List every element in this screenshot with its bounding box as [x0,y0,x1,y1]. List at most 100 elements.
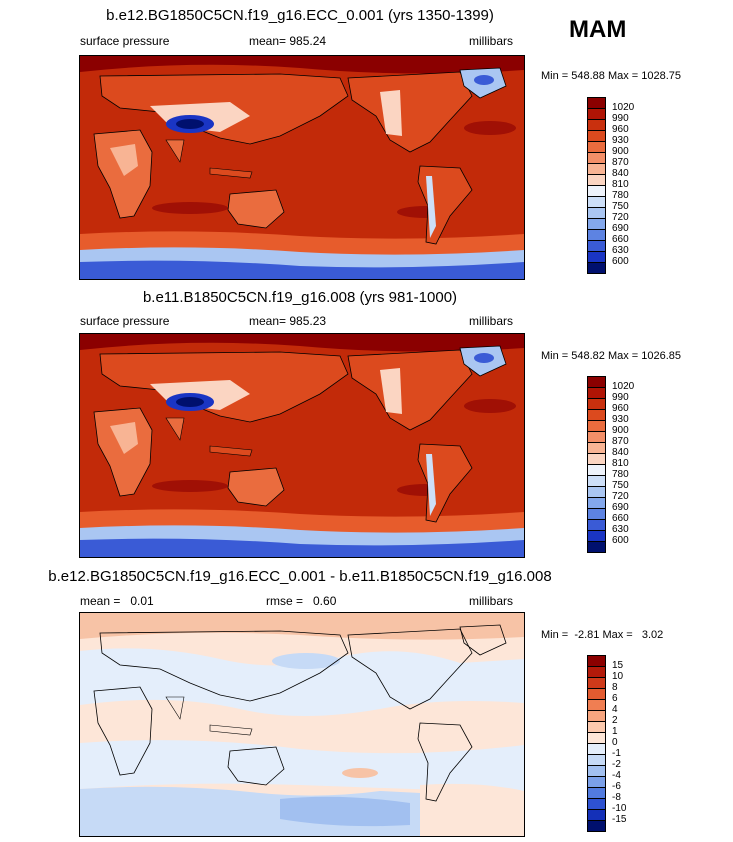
colorbar-label: 1020 [612,102,635,113]
south-america-coast [417,722,473,802]
colorbar-label: 930 [612,414,629,425]
panel-1-minmax: Min = 548.88 Max = 1028.75 [541,70,682,82]
indonesia-land [209,445,253,457]
panel-3-minmax: Min = -2.81 Max = 3.02 [541,629,664,641]
colorbar-label: 630 [612,524,629,535]
panel-3-map [79,612,525,837]
colorbar-label: 960 [612,124,629,135]
colorbar-label: 810 [612,458,629,469]
arctic-positive [80,613,524,640]
colorbar-label: 1 [612,726,618,737]
greenland-coast [459,624,507,656]
colorbar-label: 660 [612,234,629,245]
panel-1-units-label: millibars [469,34,514,48]
australia-land [227,467,285,507]
indonesia-coast [209,724,253,736]
rocky-mountains [380,90,402,136]
panel-2-variable-label: surface pressure [80,314,170,328]
colorbar-label: 1020 [612,381,635,392]
africa-plateau [110,144,138,176]
colorbar-label: 780 [612,190,629,201]
andes [426,454,436,516]
antarctica-high [80,260,524,279]
south-pacific-positive [342,768,378,778]
colorbar-label: 8 [612,682,618,693]
colorbar-label: -15 [612,814,627,825]
arctic-high [80,334,524,352]
colorbar-label: 990 [612,113,629,124]
colorbar-label: 870 [612,436,629,447]
africa-coast [93,686,153,776]
colorbar-label: 4 [612,704,618,715]
colorbar-label: 990 [612,392,629,403]
andes [426,176,436,238]
subtropical-high-2 [464,399,516,413]
southern-negative-band [80,740,524,793]
arctic-high [80,56,524,74]
colorbar-label: -2 [612,759,621,770]
atlantic-sector [420,783,524,836]
colorbar-label: 840 [612,447,629,458]
australia-coast [227,746,285,786]
colorbar-label: 900 [612,146,629,157]
panel-2-map-svg [80,334,524,557]
greenland-core [474,353,494,363]
colorbar-label: 6 [612,693,618,704]
colorbar-label: 630 [612,245,629,256]
colorbar-label: 0 [612,737,618,748]
colorbar-label: -8 [612,792,621,803]
colorbar-label: 660 [612,513,629,524]
panel-3-title: b.e12.BG1850C5CN.f19_g16.ECC_0.001 - b.e… [48,568,552,585]
colorbar-label: 600 [612,256,629,267]
north-america-coast [347,628,473,710]
colorbar-label: 720 [612,491,629,502]
rocky-mountains [380,368,402,414]
colorbar-label: 690 [612,223,629,234]
colorbar-label: -10 [612,803,627,814]
eurasia-coast [99,630,349,702]
subtropical-high-2 [464,121,516,135]
colorbar-label: 2 [612,715,618,726]
colorbar-swatch [587,541,606,553]
colorbar-swatch [587,262,606,274]
colorbar-label: 15 [612,660,624,671]
colorbar-label: 900 [612,425,629,436]
panel-2-colorbar: 1020 990 960 930 900 870 840 810 780 750 720 690 660… [587,376,647,554]
australia-land [227,189,285,229]
antarctica-high [80,538,524,557]
antarctic-negative-core [280,796,410,827]
subtropical-high-1 [152,480,228,492]
colorbar-label: 10 [612,671,624,682]
colorbar-label: 750 [612,480,629,491]
panel-2-units-label: millibars [469,314,514,328]
panel-1-mean-label: mean= 985.24 [249,34,327,48]
colorbar-label: -1 [612,748,621,759]
colorbar-label: 780 [612,469,629,480]
panel-1-variable-label: surface pressure [80,34,170,48]
panel-2-map [79,333,525,558]
panel-3-colorbar: 15 10 8 6 4 2 1 0 -1 -2 -4 -6 -8 -10 -15 [587,655,647,833]
panel-3-units-label: millibars [469,594,514,608]
pacific-negative-patch [272,653,340,669]
colorbar-label: 600 [612,535,629,546]
colorbar-label: 870 [612,157,629,168]
colorbar-label: -6 [612,781,621,792]
colorbar-label: 720 [612,212,629,223]
panel-3-mean-label: mean = 0.01 [80,594,154,608]
panel-2-minmax: Min = 548.82 Max = 1026.85 [541,350,682,362]
colorbar-label: 840 [612,168,629,179]
colorbar-label: 810 [612,179,629,190]
greenland-core [474,75,494,85]
panel-1-colorbar: 1020 990 960 930 900 870 840 810 780 750 720 690 660… [587,97,647,275]
panel-1-map-svg [80,56,524,279]
panel-1-map [79,55,525,280]
panel-2-mean-label: mean= 985.23 [249,314,327,328]
indonesia-land [209,167,253,179]
tibetan-plateau-core [176,397,204,407]
colorbar-label: 930 [612,135,629,146]
india-land [165,139,185,163]
colorbar-label: 690 [612,502,629,513]
panel-3-map-svg [80,613,524,836]
panel-3-rmse-label: rmse = 0.60 [266,594,337,608]
colorbar-label: 750 [612,201,629,212]
